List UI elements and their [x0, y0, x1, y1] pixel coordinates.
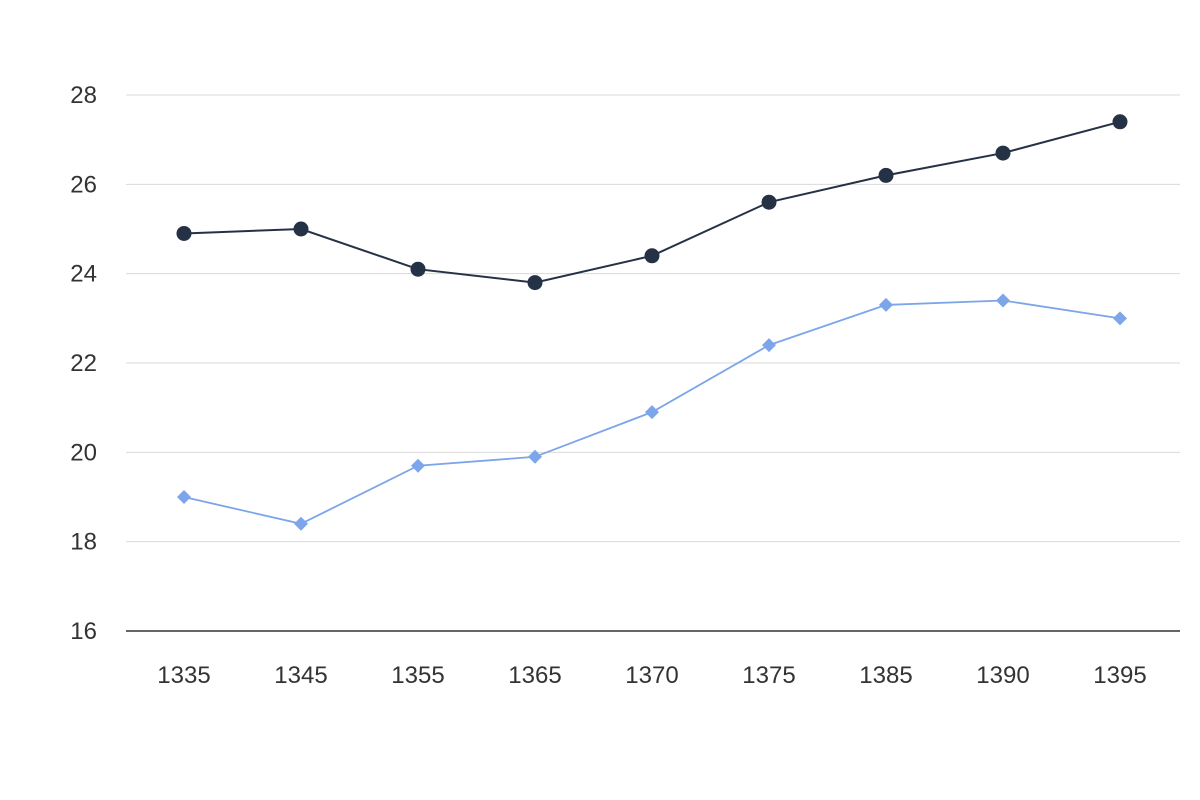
series-2-point	[996, 293, 1010, 308]
x-tick-label: 1335	[157, 662, 210, 689]
x-tick-label: 1390	[976, 662, 1029, 689]
series-2-point	[177, 490, 191, 504]
y-tick-label: 24	[70, 261, 97, 288]
y-tick-label: 16	[70, 618, 97, 645]
x-tick-label: 1375	[742, 662, 795, 689]
series-1-point	[527, 275, 543, 291]
y-axis-ticks: 16 18 20 22 24 26 28	[70, 82, 97, 645]
series-1-point	[644, 248, 660, 264]
series-1-point	[410, 261, 426, 277]
y-tick-label: 26	[70, 171, 97, 198]
series-2-point	[645, 405, 659, 420]
series-1-point	[1112, 114, 1128, 130]
series-2-point	[294, 516, 308, 531]
x-axis-ticks: 1335 1345 1355 1365 1370 1375 1385 1390 1395	[157, 662, 1146, 689]
y-tick-label: 28	[70, 82, 97, 109]
series-2	[177, 293, 1127, 531]
y-tick-label: 18	[70, 529, 97, 556]
series-2-point	[528, 449, 542, 464]
series-1	[176, 114, 1128, 291]
x-tick-label: 1385	[859, 662, 912, 689]
gridlines	[126, 94, 1180, 543]
x-tick-label: 1370	[625, 662, 678, 689]
series	[176, 114, 1128, 531]
series-1-point	[761, 194, 777, 210]
series-1-point	[176, 225, 192, 241]
series-2-point	[411, 458, 425, 473]
x-tick-label: 1345	[274, 662, 327, 689]
series-1-point	[878, 167, 894, 183]
x-tick-label: 1365	[508, 662, 561, 689]
series-2-point	[1113, 311, 1127, 326]
x-tick-label: 1395	[1093, 662, 1146, 689]
series-2-point	[762, 338, 776, 353]
series-1-point	[293, 221, 309, 237]
x-tick-label: 1355	[391, 662, 444, 689]
y-tick-label: 20	[70, 439, 97, 466]
y-tick-label: 22	[70, 350, 97, 377]
series-1-point	[995, 145, 1011, 161]
series-2-point	[879, 297, 893, 312]
